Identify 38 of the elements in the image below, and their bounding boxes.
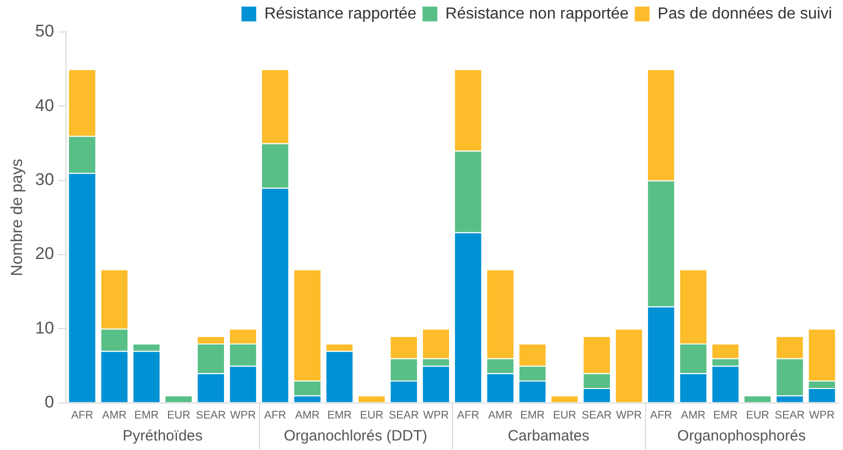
x-tick-label: WPR [809, 409, 835, 422]
x-tick-label: AMR [295, 409, 320, 422]
x-tick-label: AFR [457, 409, 480, 422]
x-tick-label: SEAR [196, 409, 226, 422]
y-tick-label: 40 [35, 96, 54, 115]
x-tick-label: EUR [746, 409, 770, 422]
x-tick-label: EUR [167, 409, 190, 422]
x-tick-label: EMR [520, 409, 545, 422]
text: Pyréthoïdes [122, 427, 203, 444]
y-tick-label: 30 [35, 170, 54, 190]
legend-label: Pas de données de suivi [658, 5, 832, 22]
x-tick-label: EMR [134, 409, 159, 422]
legend-label: Résistance rapportée [264, 5, 417, 22]
y-tick-label: 20 [35, 244, 54, 264]
y-tick-label: 0 [44, 392, 54, 412]
x-tick-label: AMR [102, 409, 127, 422]
x-tick-label: SEAR [388, 409, 419, 422]
text: Organophosphorés [677, 427, 806, 444]
x-tick-label: AMR [488, 409, 513, 422]
x-tick-label: AMR [681, 409, 706, 422]
text: Organochlorés (DDT) [284, 427, 428, 444]
x-tick-label: AFR [264, 409, 286, 422]
legend-label: Résistance non rapportée [445, 5, 629, 22]
x-tick-label: AFR [650, 409, 672, 422]
x-tick-label: EMR [327, 409, 352, 422]
x-tick-label: AFR [71, 409, 94, 422]
text: Carbamates [508, 427, 590, 444]
x-tick-label: SEAR [774, 409, 805, 422]
y-tick-label: 10 [35, 318, 54, 338]
x-tick-label: WPR [230, 409, 256, 422]
x-tick-label: SEAR [582, 409, 612, 422]
y-tick-label: 50 [35, 22, 54, 41]
y-axis-title: Nombre de pays [9, 158, 26, 276]
x-tick-label: WPR [423, 409, 449, 422]
x-tick-label: WPR [616, 409, 642, 422]
x-tick-label: EMR [713, 409, 738, 422]
x-tick-label: EUR [553, 409, 576, 422]
x-tick-label: EUR [360, 409, 384, 422]
